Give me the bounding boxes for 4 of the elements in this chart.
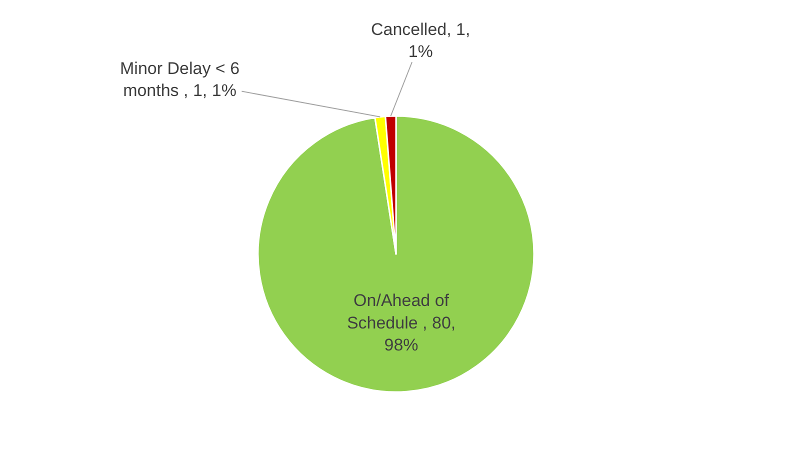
pie-slice <box>257 115 535 393</box>
slice-label: Cancelled, 1, 1% <box>371 20 470 62</box>
slice-label: On/Ahead of Schedule , 80, 98% <box>346 291 456 354</box>
slice-label: Minor Delay < 6 months , 1, 1% <box>120 59 240 100</box>
